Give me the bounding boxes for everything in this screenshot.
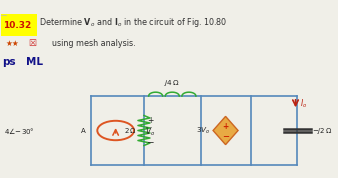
Text: ML: ML — [26, 57, 43, 67]
Text: ★★: ★★ — [5, 40, 19, 48]
Text: −: − — [222, 132, 229, 141]
Text: $4\angle\!-\!30°$: $4\angle\!-\!30°$ — [4, 125, 35, 135]
Text: +: + — [147, 116, 153, 125]
Text: +: + — [222, 122, 229, 131]
Text: $2\,\Omega$: $2\,\Omega$ — [124, 126, 136, 135]
Text: $3V_o$: $3V_o$ — [196, 125, 211, 136]
Text: Determine $\mathbf{V}_o$ and $\mathbf{I}_o$ in the circuit of Fig. 10.80: Determine $\mathbf{V}_o$ and $\mathbf{I}… — [39, 16, 227, 29]
Text: ☒: ☒ — [28, 40, 37, 48]
Text: $-j2\,\Omega$: $-j2\,\Omega$ — [312, 125, 333, 135]
Text: $I_o$: $I_o$ — [299, 97, 307, 110]
Text: ps: ps — [2, 57, 16, 67]
Text: $V_o$: $V_o$ — [145, 125, 156, 138]
Text: 10.32: 10.32 — [3, 21, 32, 30]
Text: −: − — [146, 137, 154, 146]
Text: using mesh analysis.: using mesh analysis. — [52, 39, 136, 48]
Text: $j4\,\Omega$: $j4\,\Omega$ — [164, 78, 180, 88]
Text: A: A — [81, 127, 86, 134]
Polygon shape — [213, 116, 238, 145]
FancyBboxPatch shape — [0, 14, 37, 36]
